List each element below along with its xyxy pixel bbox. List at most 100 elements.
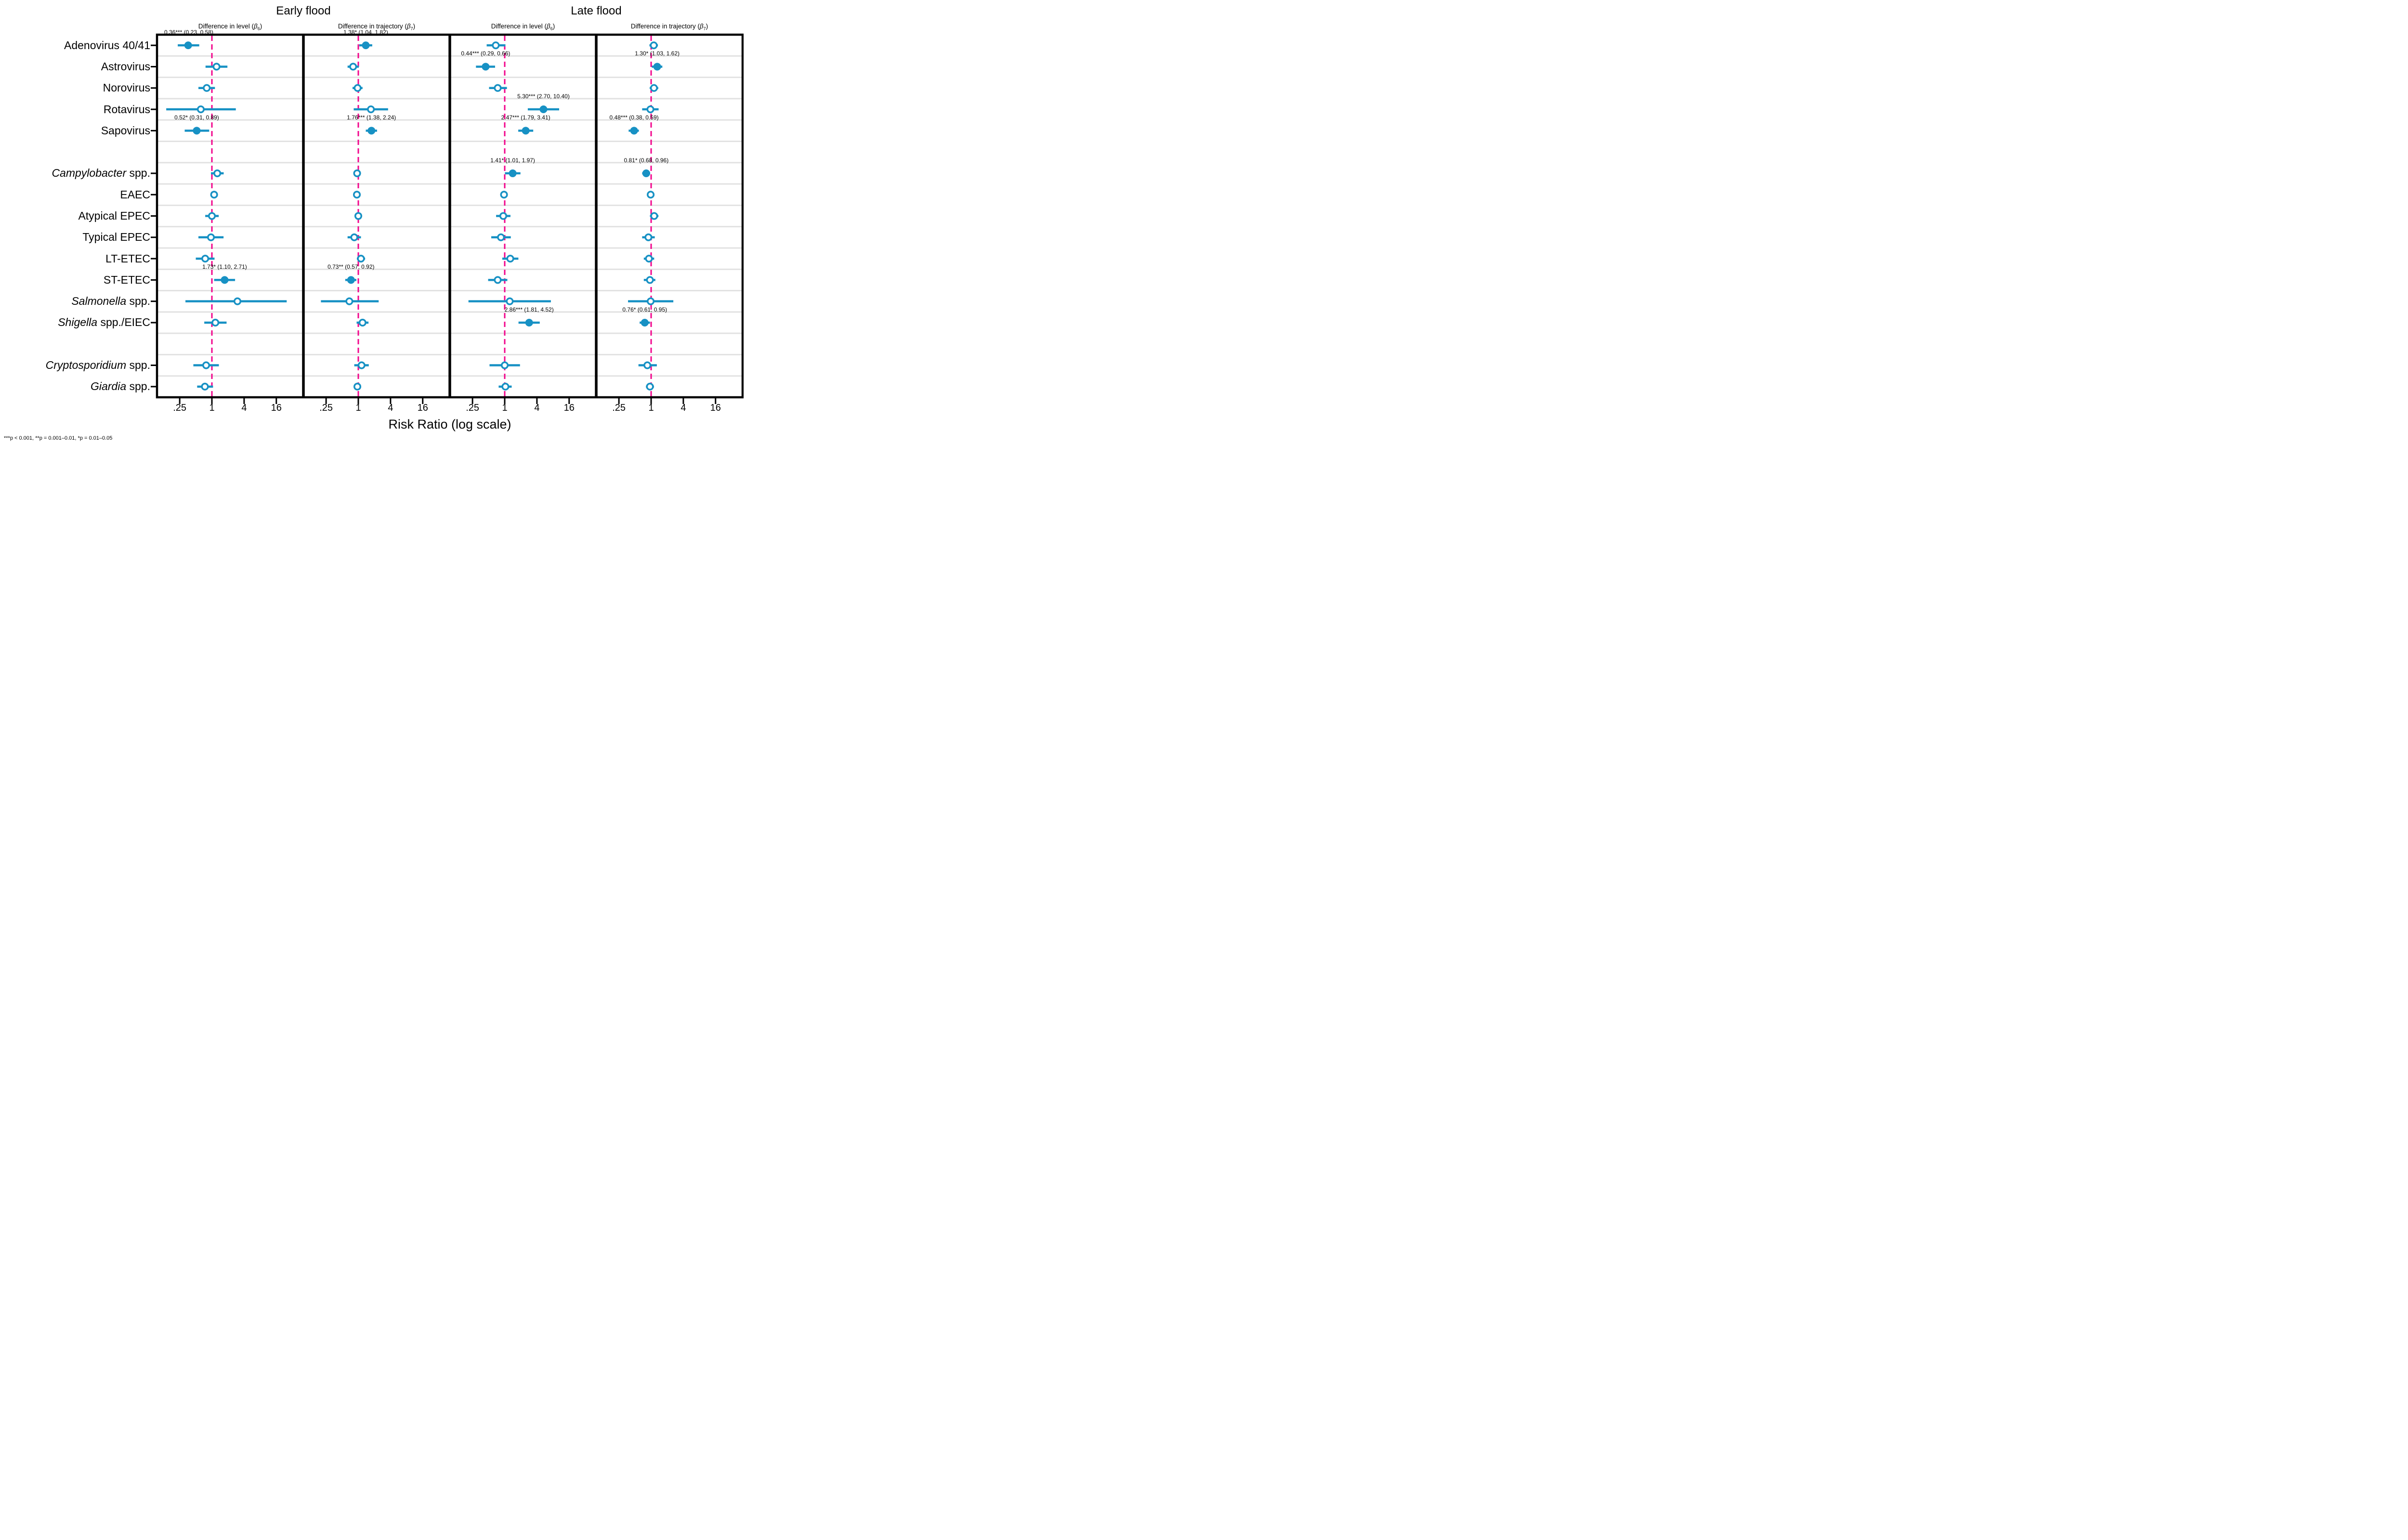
row-label-eaec: EAEC (120, 188, 150, 201)
x-tick-label: 16 (563, 403, 575, 413)
point-estimate-significant (641, 318, 649, 326)
point-estimate (202, 361, 210, 369)
point-estimate-significant (193, 127, 201, 135)
point-estimate (207, 233, 215, 241)
point-estimate-significant (184, 41, 192, 50)
row-label-atypical_epec: Atypical EPEC (78, 209, 150, 222)
estimate-label: 1.41* (1.01, 1.97) (490, 157, 535, 164)
point-estimate (646, 297, 655, 305)
panel-subtitle-early-trajectory: Difference in trajectory (β7) (338, 23, 416, 31)
row-label-shigella: Shigella spp./EIEC (58, 316, 150, 329)
x-tick-label: 16 (417, 403, 428, 413)
forest-plot-canvas (151, 33, 744, 404)
point-estimate (353, 191, 361, 199)
point-estimate (353, 169, 361, 177)
point-estimate (345, 297, 353, 305)
point-estimate (201, 382, 209, 391)
x-axis-title: Risk Ratio (log scale) (388, 417, 511, 431)
point-estimate (646, 382, 654, 391)
point-estimate-significant (509, 169, 517, 177)
point-estimate (353, 382, 362, 391)
point-estimate (212, 63, 221, 71)
row-label-rotavirus: Rotavirus (103, 103, 150, 116)
row-label-norovirus: Norovirus (103, 81, 150, 94)
group-title-late-flood: Late flood (571, 4, 622, 17)
point-estimate (497, 233, 505, 241)
point-estimate (650, 212, 658, 220)
point-estimate-significant (630, 127, 638, 135)
point-estimate-significant (362, 41, 370, 50)
x-tick-label: 4 (241, 403, 247, 413)
panel-subtitle-late-level: Difference in level (β6) (491, 23, 555, 31)
estimate-label: 0.76* (0.61, 0.95) (622, 306, 667, 313)
point-estimate (196, 105, 205, 114)
point-estimate (211, 318, 220, 327)
panel-subtitle-early-level: Difference in level (β6) (198, 23, 262, 31)
estimate-label: 5.30*** (2.70, 10.40) (517, 93, 570, 100)
x-tick-label: 1 (209, 403, 215, 413)
estimate-label: 2.47*** (1.79, 3.41) (501, 114, 550, 121)
point-estimate (643, 361, 652, 369)
point-estimate-significant (525, 318, 533, 326)
point-estimate (208, 212, 216, 220)
point-estimate (494, 84, 502, 92)
point-estimate (646, 105, 654, 114)
group-title-early-flood: Early flood (276, 4, 331, 17)
x-tick-label: .25 (466, 403, 480, 413)
point-estimate (650, 84, 658, 92)
significance-footnote: ***p < 0.001, **p = 0.001–0.01, *p = 0.0… (4, 435, 113, 441)
row-label-campylobacter: Campylobacter spp. (52, 167, 150, 180)
x-tick-label: .25 (612, 403, 626, 413)
panel-subtitle-late-trajectory: Difference in trajectory (β7) (630, 23, 708, 31)
point-estimate (500, 361, 509, 369)
point-estimate (506, 297, 514, 305)
estimate-label: 0.73** (0.57, 0.92) (327, 263, 375, 271)
point-estimate (367, 105, 375, 114)
point-estimate (203, 84, 211, 92)
point-estimate-significant (482, 63, 490, 71)
row-label-typical_epec: Typical EPEC (82, 231, 150, 244)
point-estimate (645, 255, 653, 263)
x-tick-label: 4 (388, 403, 393, 413)
point-estimate (357, 361, 366, 369)
row-label-sapovirus: Sapovirus (101, 124, 150, 137)
row-label-lt_etec: LT-ETEC (105, 252, 150, 265)
point-estimate (210, 191, 218, 199)
point-estimate (501, 382, 510, 391)
estimate-label: 1.76*** (1.38, 2.24) (347, 114, 396, 121)
row-label-adenovirus: Adenovirus 40/41 (64, 39, 150, 52)
row-label-salmonella: Salmonella spp. (71, 295, 150, 308)
x-tick-label: 1 (502, 403, 508, 413)
estimate-label: 1.73* (1.10, 2.71) (202, 263, 247, 271)
point-estimate-significant (221, 276, 229, 284)
point-estimate (644, 233, 653, 241)
forest-plot-figure: Early flood Late flood Difference in lev… (0, 0, 744, 447)
point-estimate (492, 41, 500, 50)
estimate-label: 0.44*** (0.29, 0.66) (461, 50, 510, 57)
point-estimate (646, 276, 654, 284)
point-estimate (358, 318, 366, 327)
point-estimate (506, 255, 514, 263)
x-tick-label: .25 (319, 403, 333, 413)
point-estimate-significant (367, 127, 376, 135)
point-estimate (201, 255, 209, 263)
estimate-label: 0.48*** (0.38, 0.59) (609, 114, 659, 121)
point-estimate-significant (539, 105, 548, 114)
row-label-cryptosporidium: Cryptosporidium spp. (45, 359, 150, 372)
point-estimate-significant (347, 276, 355, 284)
x-tick-label: .25 (173, 403, 187, 413)
point-estimate (354, 212, 363, 220)
point-estimate (500, 191, 508, 199)
point-estimate (350, 233, 358, 241)
x-tick-label: 16 (710, 403, 721, 413)
x-tick-label: 1 (648, 403, 654, 413)
point-estimate-significant (522, 127, 530, 135)
estimate-label: 0.52* (0.31, 0.89) (174, 114, 219, 121)
point-estimate (494, 276, 502, 284)
point-estimate (353, 84, 362, 92)
point-estimate (499, 212, 508, 220)
x-tick-label: 1 (355, 403, 361, 413)
row-label-st_etec: ST-ETEC (103, 273, 150, 286)
estimate-label: 1.30* (1.03, 1.62) (635, 50, 680, 57)
point-estimate (233, 297, 242, 305)
